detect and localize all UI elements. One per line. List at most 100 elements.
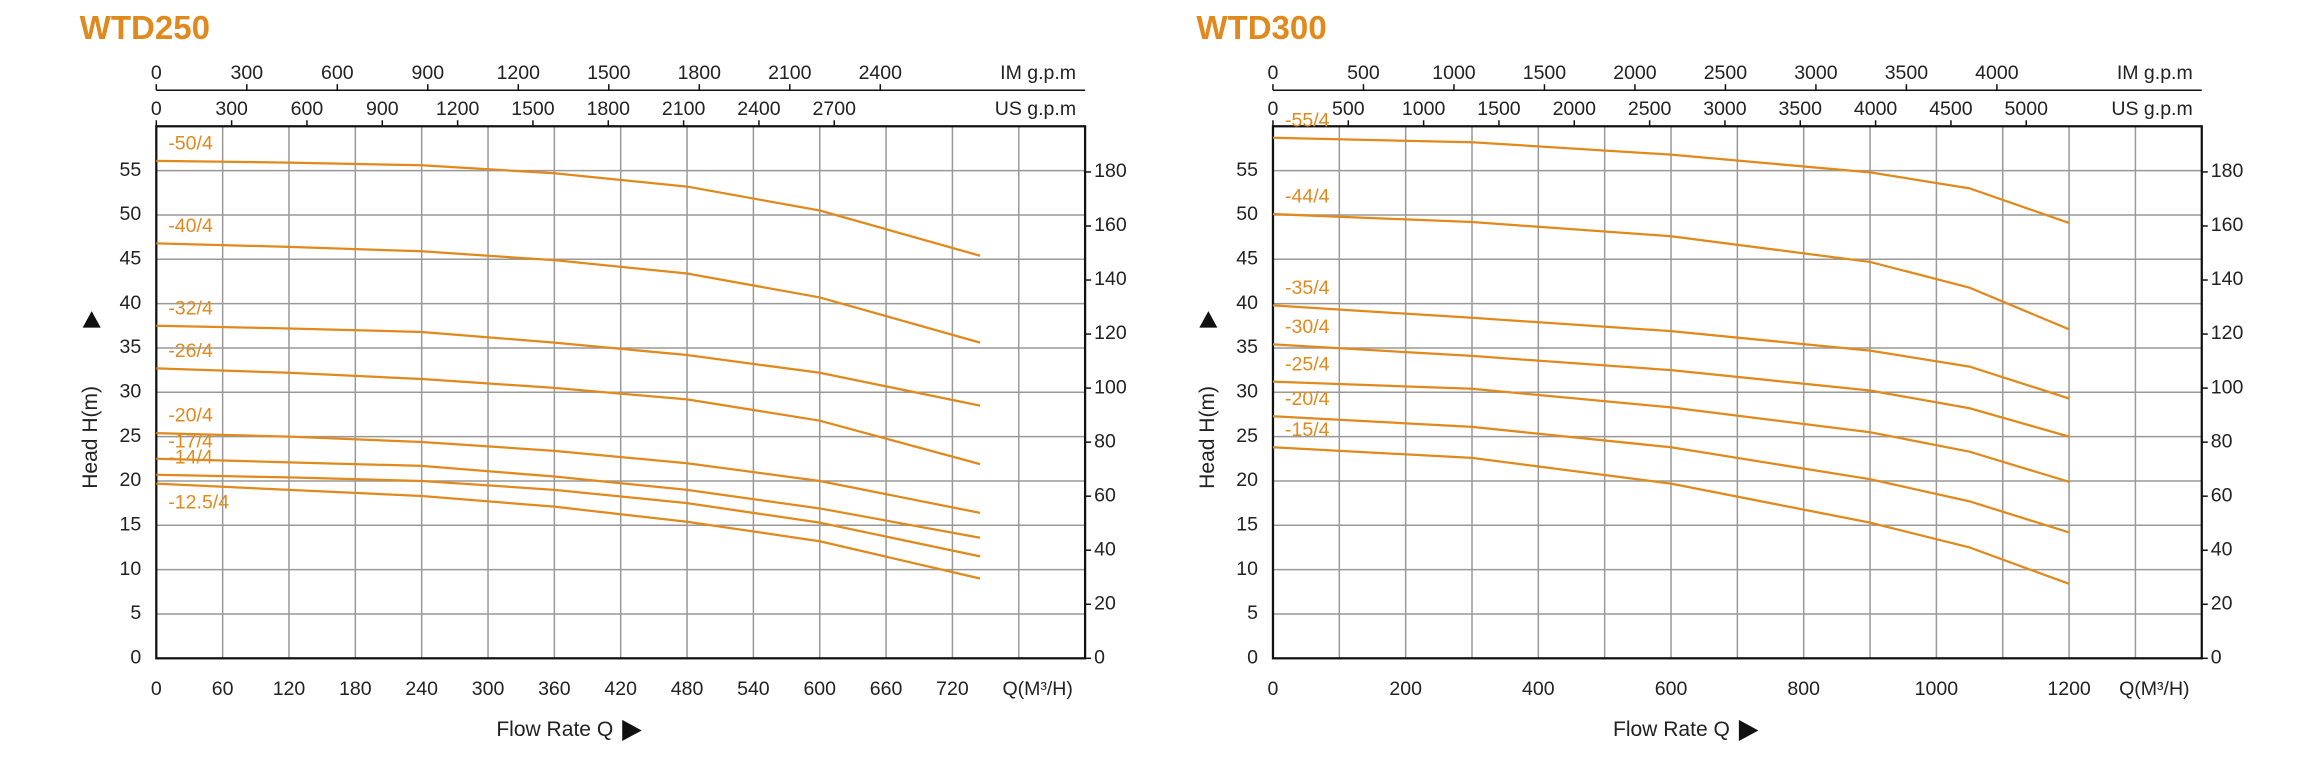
top-tick-label: 4000 — [1854, 98, 1898, 120]
x-axis-title: Flow Rate Q — [496, 718, 613, 741]
y2-tick-label: 100 — [2211, 376, 2244, 398]
curve-label: -32/4 — [168, 297, 213, 319]
curve — [156, 367, 981, 466]
x-tick-label: 360 — [538, 678, 571, 700]
x-tick-label: 540 — [737, 678, 770, 700]
y-tick-label: 40 — [120, 292, 142, 314]
top-tick-label: 2400 — [737, 98, 781, 120]
y2-tick-label: 100 — [1094, 376, 1127, 398]
y2-tick-label: 0 — [2211, 646, 2222, 668]
top-tick-label: 900 — [412, 62, 445, 84]
x-tick-label: 300 — [472, 678, 505, 700]
curve-label: -26/4 — [168, 340, 213, 362]
x-tick-label: 480 — [671, 678, 704, 700]
top-tick-label: 0 — [1268, 98, 1279, 120]
y-tick-label: 50 — [120, 203, 142, 225]
top-tick-label: 1500 — [1523, 62, 1567, 84]
y2-tick-label: 60 — [1094, 484, 1116, 506]
top-tick-label: 500 — [1347, 62, 1380, 84]
chart-title: WTD300 — [1196, 10, 1326, 47]
plot-frame — [155, 125, 1087, 660]
x-tick-label: 600 — [1655, 678, 1688, 700]
curve-label: -12.5/4 — [168, 491, 229, 513]
top-tick-label: 5000 — [2005, 98, 2049, 120]
y2-tick-label: 60 — [2211, 484, 2233, 506]
y-tick-label: 35 — [1236, 336, 1258, 358]
arrow-icon — [1738, 719, 1759, 741]
top-tick-label: 2000 — [1613, 62, 1657, 84]
y2-tick-label: 80 — [1094, 430, 1116, 452]
x-tick-label: 660 — [870, 678, 903, 700]
top-tick-label: 1800 — [587, 98, 631, 120]
x-tick-label: 60 — [212, 678, 234, 700]
y-tick-label: 55 — [120, 159, 142, 181]
top-tick-label: 3500 — [1885, 62, 1929, 84]
top-tick-label: 600 — [291, 98, 324, 120]
y2-tick-label: 80 — [2211, 430, 2233, 452]
y-tick-label: 25 — [1236, 425, 1258, 447]
x-tick-label: 1000 — [1915, 678, 1959, 700]
x-tick-label: 120 — [273, 678, 306, 700]
top-tick-label: 300 — [215, 98, 248, 120]
y-tick-label: 5 — [130, 602, 141, 624]
top-tick-label: 2100 — [662, 98, 706, 120]
y-tick-label: 20 — [1236, 469, 1258, 491]
y-tick-label: 55 — [1236, 159, 1258, 181]
top-tick-label: 0 — [151, 62, 162, 84]
curve-label: -35/4 — [1285, 277, 1330, 299]
x-tick-label: 0 — [1268, 678, 1279, 700]
top-tick-label: 2500 — [1704, 62, 1748, 84]
y-tick-label: 40 — [1236, 292, 1258, 314]
top-axis-label: US g.p.m — [995, 98, 1076, 120]
y2-tick-label: 40 — [2211, 538, 2233, 560]
curve — [1272, 136, 2070, 224]
curve — [156, 431, 981, 514]
y2-tick-label: 160 — [1094, 214, 1127, 236]
top-tick-label: 0 — [151, 98, 162, 120]
y-axis-title: Head H(m) — [1196, 386, 1219, 489]
arrow-icon — [82, 311, 101, 328]
curve — [1272, 212, 2070, 331]
y2-tick-label: 40 — [1094, 538, 1116, 560]
x-tick-label: 1200 — [2047, 678, 2091, 700]
y2-tick-label: 140 — [2211, 268, 2244, 290]
curve-label: -30/4 — [1285, 316, 1330, 338]
y2-tick-label: 140 — [1094, 268, 1127, 290]
x-tick-label: 800 — [1787, 678, 1820, 700]
y-tick-label: 5 — [1247, 602, 1258, 624]
y-tick-label: 10 — [120, 558, 142, 580]
top-tick-label: 1200 — [436, 98, 480, 120]
x-tick-label: 180 — [339, 678, 372, 700]
y2-tick-label: 120 — [1094, 322, 1127, 344]
arrow-icon — [622, 719, 642, 741]
y2-tick-label: 180 — [1094, 160, 1127, 182]
x-tick-label: 720 — [936, 678, 969, 700]
top-tick-label: 2000 — [1553, 98, 1597, 120]
x-tick-label: 600 — [803, 678, 836, 700]
x-tick-label: 240 — [405, 678, 438, 700]
top-tick-label: 3000 — [1794, 62, 1838, 84]
top-tick-label: 1800 — [678, 62, 722, 84]
curve — [156, 482, 981, 580]
top-tick-label: 300 — [231, 62, 264, 84]
top-tick-label: 1200 — [497, 62, 541, 84]
top-axis-label: US g.p.m — [2111, 98, 2192, 120]
top-tick-label: 2400 — [859, 62, 903, 84]
curve — [1272, 446, 2070, 585]
curve-label: -20/4 — [168, 405, 213, 427]
y-tick-label: 50 — [1236, 203, 1258, 225]
curve-label: -40/4 — [168, 215, 213, 237]
arrow-icon — [1199, 311, 1218, 328]
curve-label: -20/4 — [1285, 388, 1330, 410]
y2-tick-label: 180 — [2211, 160, 2244, 182]
y-tick-label: 15 — [120, 513, 142, 535]
y-tick-label: 35 — [120, 336, 142, 358]
y2-tick-label: 20 — [1094, 592, 1116, 614]
curve — [1272, 343, 2070, 438]
top-tick-label: 2100 — [768, 62, 812, 84]
top-tick-label: 1000 — [1402, 98, 1446, 120]
chart-title: WTD250 — [80, 10, 210, 47]
curve-label: -55/4 — [1285, 109, 1330, 131]
